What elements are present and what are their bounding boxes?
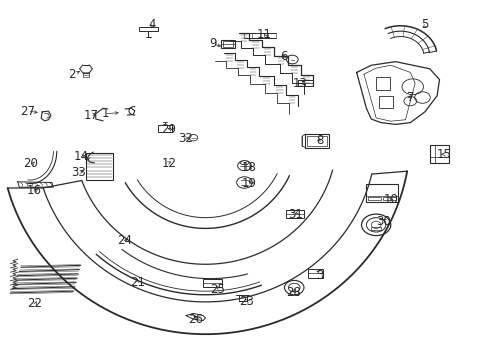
Bar [307,136,326,146]
Text: 19: 19 [242,177,256,190]
Bar [367,197,380,200]
Text: 25: 25 [210,283,224,296]
Text: 20: 20 [23,157,38,170]
Text: 17: 17 [83,109,98,122]
Text: 12: 12 [161,157,176,170]
Text: 9: 9 [209,37,216,50]
Text: 30: 30 [375,215,390,228]
Text: 13: 13 [292,77,307,90]
Bar [370,226,380,230]
Text: 18: 18 [242,161,256,174]
Text: 5: 5 [420,18,427,31]
Bar [298,80,312,86]
Text: 11: 11 [256,28,271,41]
Text: 29: 29 [161,123,176,136]
Bar [378,96,392,108]
Bar [285,210,304,218]
Text: 3: 3 [316,269,323,282]
Bar [307,269,323,278]
Text: 28: 28 [285,287,300,300]
Text: 6: 6 [279,50,286,63]
Text: 14: 14 [74,150,88,163]
Text: 31: 31 [287,208,303,221]
Text: 26: 26 [188,313,203,327]
Bar [375,77,389,90]
Text: 2: 2 [67,68,75,81]
Text: 24: 24 [117,234,132,247]
Bar [305,134,328,148]
Bar [86,153,113,180]
Text: 15: 15 [436,148,451,161]
Bar [158,125,171,132]
Bar [221,40,234,48]
Text: 32: 32 [178,132,193,145]
Text: 23: 23 [239,296,254,309]
Text: 8: 8 [316,134,323,147]
Text: 33: 33 [71,166,86,179]
Bar [429,145,448,163]
Text: 1: 1 [102,107,109,120]
Text: 22: 22 [27,297,42,310]
Text: 4: 4 [148,18,155,31]
Text: 16: 16 [26,184,41,197]
Text: 10: 10 [383,193,397,206]
Bar [290,291,298,295]
Text: 27: 27 [20,105,35,118]
Bar [366,184,397,202]
Text: 21: 21 [129,276,144,289]
Bar [139,27,158,31]
Bar [383,197,395,200]
Bar [223,41,232,46]
Text: 7: 7 [406,91,413,104]
Bar [203,279,221,287]
